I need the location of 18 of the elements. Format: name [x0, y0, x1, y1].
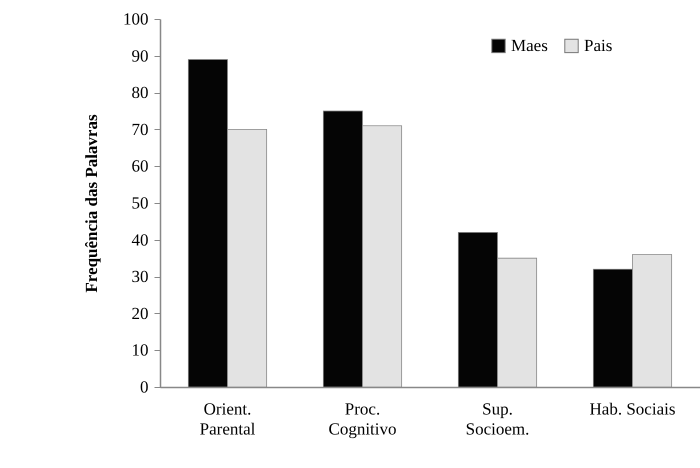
x-tick-label: Sup. Socioem. [466, 400, 530, 438]
x-tick-label: Hab. Sociais [590, 400, 676, 418]
y-tick-label: 50 [132, 194, 148, 212]
y-tick-label: 30 [132, 267, 148, 286]
y-tick-label: 70 [132, 120, 148, 139]
legend-label: Maes [511, 36, 548, 55]
y-axis-title: Frequência das Palavras [82, 114, 101, 293]
y-tick-label: 100 [123, 10, 148, 28]
y-tick-label: 60 [132, 156, 148, 176]
y-tick-label: 20 [132, 304, 148, 323]
y-tick-label: 40 [132, 230, 148, 250]
x-tick-label: Orient. Parental [200, 400, 256, 438]
y-tick-label: 90 [132, 46, 148, 66]
y-tick-label: 10 [132, 340, 148, 360]
y-tick-label: 80 [132, 83, 148, 102]
y-tick-label: 0 [140, 378, 148, 396]
legend-label: Pais [584, 36, 612, 55]
x-tick-label: Proc. Cognitivo [328, 400, 397, 438]
